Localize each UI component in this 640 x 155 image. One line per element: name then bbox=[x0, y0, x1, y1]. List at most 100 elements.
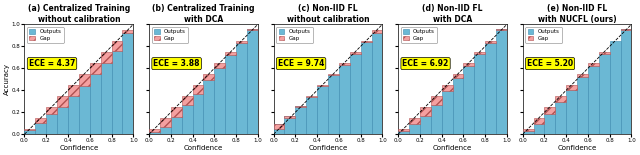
Bar bbox=[360, 42, 371, 134]
Bar bbox=[317, 85, 328, 86]
Bar bbox=[79, 86, 90, 134]
Legend: Outputs, Gap: Outputs, Gap bbox=[152, 27, 188, 43]
Bar bbox=[523, 129, 534, 131]
Bar bbox=[46, 115, 57, 134]
Text: ECE = 9.74: ECE = 9.74 bbox=[278, 59, 324, 68]
Bar bbox=[577, 77, 588, 134]
Legend: Outputs, Gap: Outputs, Gap bbox=[28, 27, 63, 43]
Bar bbox=[236, 41, 247, 43]
Text: ECE = 4.37: ECE = 4.37 bbox=[29, 59, 76, 68]
Bar bbox=[349, 52, 360, 54]
Text: ECE = 5.20: ECE = 5.20 bbox=[527, 59, 573, 68]
Bar bbox=[534, 124, 545, 134]
Bar bbox=[68, 96, 79, 134]
Bar bbox=[328, 75, 339, 134]
Bar bbox=[90, 63, 100, 74]
Bar bbox=[111, 51, 122, 134]
Bar bbox=[247, 29, 258, 134]
Bar bbox=[295, 106, 306, 107]
Bar bbox=[122, 33, 133, 134]
Bar bbox=[149, 129, 160, 132]
Bar bbox=[485, 43, 496, 134]
Bar bbox=[452, 74, 463, 78]
Legend: Outputs, Gap: Outputs, Gap bbox=[401, 27, 437, 43]
Bar bbox=[442, 91, 452, 134]
Bar bbox=[371, 33, 382, 134]
Bar bbox=[225, 55, 236, 134]
Bar bbox=[317, 86, 328, 134]
Bar bbox=[46, 107, 57, 115]
Title: (d) Non-IID FL
with DCA: (d) Non-IID FL with DCA bbox=[422, 4, 483, 24]
Bar bbox=[35, 118, 46, 123]
Bar bbox=[463, 66, 474, 134]
Bar bbox=[452, 78, 463, 134]
Bar bbox=[431, 105, 442, 134]
Bar bbox=[193, 94, 204, 134]
Bar bbox=[588, 63, 599, 66]
Bar bbox=[621, 29, 632, 134]
Bar bbox=[122, 30, 133, 33]
X-axis label: Confidence: Confidence bbox=[184, 145, 223, 151]
Bar bbox=[160, 118, 171, 127]
X-axis label: Confidence: Confidence bbox=[60, 145, 99, 151]
Bar bbox=[588, 66, 599, 134]
Bar bbox=[35, 123, 46, 134]
Y-axis label: Accuracy: Accuracy bbox=[4, 63, 10, 95]
Bar bbox=[474, 54, 485, 134]
Bar bbox=[485, 41, 496, 43]
Bar bbox=[182, 105, 193, 134]
Bar bbox=[214, 63, 225, 68]
Bar bbox=[295, 106, 306, 134]
Bar bbox=[599, 54, 610, 134]
Bar bbox=[57, 107, 68, 134]
Bar bbox=[90, 74, 100, 134]
Bar bbox=[610, 41, 621, 134]
Bar bbox=[24, 129, 35, 130]
Bar bbox=[204, 80, 214, 134]
Bar bbox=[534, 118, 545, 124]
Title: (e) Non-IID FL
with NUCFL (ours): (e) Non-IID FL with NUCFL (ours) bbox=[538, 4, 616, 24]
Bar bbox=[599, 52, 610, 54]
Bar bbox=[409, 118, 420, 124]
Bar bbox=[225, 52, 236, 55]
Bar bbox=[24, 130, 35, 134]
Bar bbox=[214, 68, 225, 134]
Bar bbox=[204, 74, 214, 80]
Bar bbox=[171, 117, 182, 134]
Bar bbox=[273, 124, 284, 134]
Legend: Outputs, Gap: Outputs, Gap bbox=[276, 27, 313, 43]
Bar bbox=[420, 107, 431, 116]
Text: ECE = 6.92: ECE = 6.92 bbox=[403, 59, 449, 68]
Bar bbox=[420, 116, 431, 134]
Bar bbox=[160, 127, 171, 134]
Bar bbox=[273, 124, 284, 129]
Bar bbox=[566, 90, 577, 134]
Bar bbox=[545, 107, 556, 115]
Bar bbox=[328, 74, 339, 75]
Bar bbox=[442, 85, 452, 91]
Bar bbox=[284, 116, 295, 118]
Bar bbox=[409, 124, 420, 134]
Bar bbox=[556, 102, 566, 134]
Bar bbox=[496, 29, 507, 134]
Bar bbox=[149, 132, 160, 134]
Bar bbox=[621, 29, 632, 30]
Bar bbox=[545, 115, 556, 134]
Bar bbox=[349, 54, 360, 134]
X-axis label: Confidence: Confidence bbox=[308, 145, 348, 151]
Bar bbox=[566, 85, 577, 90]
Bar bbox=[100, 52, 111, 63]
Text: ECE = 3.88: ECE = 3.88 bbox=[154, 59, 200, 68]
Bar bbox=[398, 131, 409, 134]
Title: (c) Non-IID FL
without calibration: (c) Non-IID FL without calibration bbox=[287, 4, 369, 24]
Bar bbox=[474, 52, 485, 54]
X-axis label: Confidence: Confidence bbox=[557, 145, 596, 151]
Bar bbox=[182, 96, 193, 105]
Bar bbox=[371, 30, 382, 33]
Title: (b) Centralized Training
with DCA: (b) Centralized Training with DCA bbox=[152, 4, 255, 24]
Bar bbox=[577, 74, 588, 77]
Bar bbox=[398, 129, 409, 131]
Bar bbox=[100, 63, 111, 134]
X-axis label: Confidence: Confidence bbox=[433, 145, 472, 151]
Bar bbox=[171, 107, 182, 117]
